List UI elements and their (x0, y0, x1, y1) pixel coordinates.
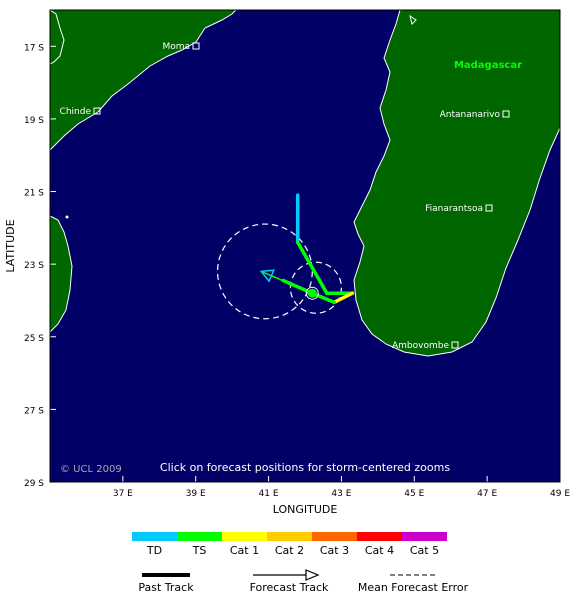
y-tick-label: 21 S (24, 189, 44, 199)
place-moma: Moma (162, 42, 200, 52)
legend-label: Cat 2 (275, 544, 304, 557)
africa-landmass (49, 9, 238, 152)
country-label: Madagascar (454, 60, 522, 71)
y-tick-label: 27 S (24, 406, 44, 416)
legend-past-track: Past Track (138, 573, 194, 594)
svg-text:Chinde: Chinde (60, 107, 92, 117)
madagascar-landmass (353, 9, 561, 357)
legend-mean-error: Mean Forecast Error (358, 574, 469, 594)
island (409, 14, 417, 25)
y-axis-title: LATITUDE (4, 219, 17, 272)
legend-swatch (132, 532, 177, 541)
place-chinde: Chinde (60, 107, 101, 117)
svg-text:Fianarantsoa: Fianarantsoa (425, 204, 483, 214)
legend-swatch (357, 532, 402, 541)
y-tick-label: 29 S (24, 479, 44, 489)
legend-swatch (222, 532, 267, 541)
x-tick-label: 47 E (477, 489, 497, 499)
island (65, 215, 69, 219)
place-fianarantsoa: Fianarantsoa (425, 204, 493, 214)
y-tick-label: 19 S (24, 116, 44, 126)
forecast-track[interactable] (259, 269, 319, 300)
legend-swatch (402, 532, 447, 541)
legend-forecast-track: Forecast Track (250, 569, 329, 594)
legend-label: TD (146, 544, 162, 557)
x-tick-label: 39 E (186, 489, 206, 499)
svg-text:Mean Forecast Error: Mean Forecast Error (358, 581, 469, 594)
place-antananarivo: Antananarivo (440, 110, 510, 120)
svg-text:Antananarivo: Antananarivo (440, 110, 501, 120)
legend-label: Cat 5 (410, 544, 439, 557)
y-tick-label: 23 S (24, 261, 44, 271)
x-tick-label: 45 E (404, 489, 424, 499)
legend-label: TS (192, 544, 207, 557)
africa-south-coast (49, 215, 73, 334)
past-track-segment (332, 291, 355, 305)
forecast-track-line (260, 270, 313, 294)
svg-text:Past Track: Past Track (138, 581, 194, 594)
forecast-position[interactable] (307, 288, 317, 298)
x-axis-tick-labels: 37 E 39 E 41 E 43 E 45 E 47 E 49 E (113, 489, 570, 499)
forecast-error-circle[interactable] (216, 223, 313, 320)
x-tick-label: 37 E (113, 489, 133, 499)
forecast-position-ring[interactable] (305, 286, 319, 300)
svg-text:Forecast Track: Forecast Track (250, 581, 329, 594)
legend-label: Cat 1 (230, 544, 259, 557)
copyright: © UCL 2009 (60, 464, 122, 475)
africa-west-strip (49, 9, 65, 65)
x-tick-label: 41 E (259, 489, 279, 499)
legend-label: Cat 3 (320, 544, 349, 557)
y-axis-tick-labels: 17 S 19 S 21 S 23 S 25 S 27 S 29 S (24, 43, 44, 489)
forecast-error-circle[interactable] (289, 261, 343, 314)
x-axis-title: LONGITUDE (273, 503, 338, 516)
svg-text:Ambovombe: Ambovombe (392, 341, 449, 351)
x-axis-ticks (122, 476, 561, 482)
legend-swatch (267, 532, 312, 541)
place-ambovombe: Ambovombe (392, 341, 459, 351)
past-track-segment (295, 240, 355, 295)
map-border (49, 9, 561, 483)
legend-swatch (177, 532, 222, 541)
svg-text:Moma: Moma (162, 42, 190, 52)
x-tick-label: 49 E (550, 489, 570, 499)
legend-swatch (312, 532, 357, 541)
x-tick-label: 43 E (331, 489, 351, 499)
y-tick-label: 25 S (24, 334, 44, 344)
zoom-hint: Click on forecast positions for storm-ce… (160, 461, 450, 474)
category-legend: TD TS Cat 1 Cat 2 Cat 3 Cat 4 Cat 5 (132, 532, 447, 557)
forecast-arrow-icon (259, 269, 275, 283)
legend-label: Cat 4 (365, 544, 394, 557)
arrow-icon (305, 569, 320, 581)
forecast-error-circles[interactable] (216, 223, 343, 320)
map-panel[interactable]: Moma Chinde Antananarivo Fianarantsoa Am… (49, 9, 561, 483)
y-tick-label: 17 S (24, 43, 44, 53)
